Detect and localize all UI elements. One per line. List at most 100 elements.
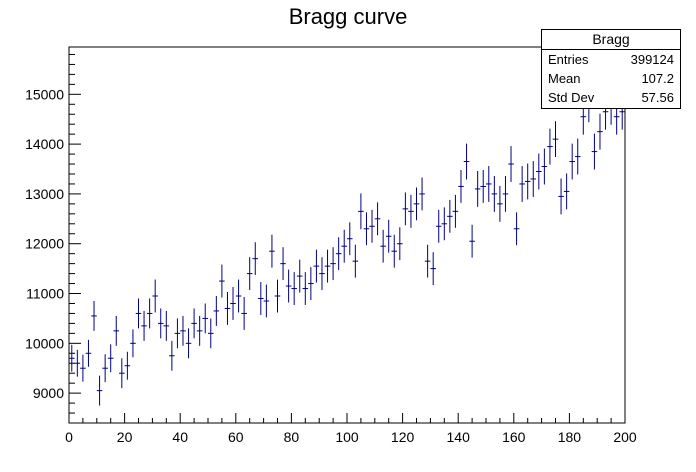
stats-label: Mean [548, 71, 581, 86]
data-point [202, 303, 208, 334]
data-point [424, 244, 431, 278]
y-tick-label: 9000 [33, 385, 64, 401]
data-point [391, 234, 398, 268]
data-point [313, 249, 320, 283]
data-point [107, 344, 114, 373]
x-tick-label: 120 [391, 429, 415, 445]
stats-row-entries: Entries 399124 [542, 50, 680, 69]
data-point [363, 212, 370, 246]
y-tick-label: 14000 [25, 136, 64, 152]
data-point [519, 166, 525, 202]
data-point [280, 247, 286, 281]
data-point [324, 249, 331, 283]
data-point [241, 297, 247, 330]
x-tick-label: 140 [447, 429, 471, 445]
data-point [113, 315, 120, 346]
data-point [258, 282, 264, 315]
data-point [285, 269, 292, 303]
data-point [435, 209, 442, 243]
data-point [163, 310, 170, 341]
data-point [330, 247, 336, 281]
data-point [135, 298, 142, 329]
x-tick-label: 60 [228, 429, 244, 445]
data-point [469, 224, 475, 258]
data-point [219, 264, 225, 298]
data-point [591, 133, 598, 170]
data-point [486, 166, 492, 202]
data-point [402, 192, 409, 226]
data-point [319, 257, 325, 291]
data-point [502, 175, 509, 212]
data-point [385, 219, 392, 253]
data-point [130, 329, 136, 358]
data-point [291, 272, 297, 305]
data-point [441, 207, 448, 241]
data-point [541, 148, 548, 185]
data-point [224, 292, 231, 325]
data-point [185, 328, 192, 359]
data-point [91, 300, 97, 331]
data-point [152, 279, 158, 313]
chart-title: Bragg curve [289, 4, 408, 29]
data-point [263, 284, 270, 318]
data-point [80, 354, 86, 382]
stats-row-mean: Mean 107.2 [542, 69, 680, 88]
data-point [169, 340, 175, 371]
data-point [574, 138, 581, 175]
data-point [124, 351, 131, 380]
data-point [536, 153, 542, 190]
data-point [458, 170, 464, 203]
data-point [413, 187, 420, 221]
data-point [213, 296, 220, 326]
data-point [296, 259, 303, 293]
data-point [208, 318, 214, 349]
data-point [69, 344, 75, 372]
stats-title: Bragg [542, 30, 680, 50]
y-tick-label: 10000 [25, 335, 64, 351]
data-point [491, 175, 498, 212]
x-tick-label: 20 [117, 429, 133, 445]
data-point [374, 202, 381, 236]
data-point [174, 318, 181, 349]
data-point [369, 209, 375, 243]
data-point [180, 315, 186, 346]
data-point [358, 193, 364, 230]
data-point [146, 298, 153, 329]
data-point [157, 308, 164, 339]
data-point [497, 185, 503, 222]
data-point [397, 227, 403, 261]
stats-value: 399124 [630, 52, 674, 67]
y-tick-label: 15000 [25, 86, 64, 102]
stats-box: Bragg Entries 399124 Mean 107.2 Std Dev … [541, 29, 681, 109]
data-point [302, 272, 309, 305]
data-point [347, 222, 353, 256]
y-tick-label: 12000 [25, 236, 64, 252]
data-point [480, 170, 486, 203]
data-point [230, 287, 236, 320]
data-point [474, 171, 481, 207]
data-point [246, 257, 253, 291]
data-point [558, 178, 564, 215]
data-point [419, 177, 425, 211]
stats-row-stddev: Std Dev 57.56 [542, 88, 680, 107]
data-point [274, 279, 281, 313]
data-point [74, 349, 81, 377]
y-tick-label: 13000 [25, 186, 64, 202]
data-point [508, 146, 514, 182]
data-point [547, 128, 553, 165]
data-point [119, 358, 125, 389]
data-point [597, 113, 603, 150]
data-point [569, 143, 575, 180]
data-point [308, 267, 314, 300]
data-point [430, 252, 436, 286]
data-point [513, 212, 520, 246]
data-point [563, 173, 570, 210]
stats-value: 57.56 [641, 90, 674, 105]
data-point [463, 143, 470, 180]
data-point [552, 121, 559, 158]
data-point [235, 279, 242, 313]
x-tick-label: 160 [502, 429, 526, 445]
data-point [447, 199, 453, 233]
data-point [352, 244, 359, 278]
data-point [380, 229, 386, 263]
